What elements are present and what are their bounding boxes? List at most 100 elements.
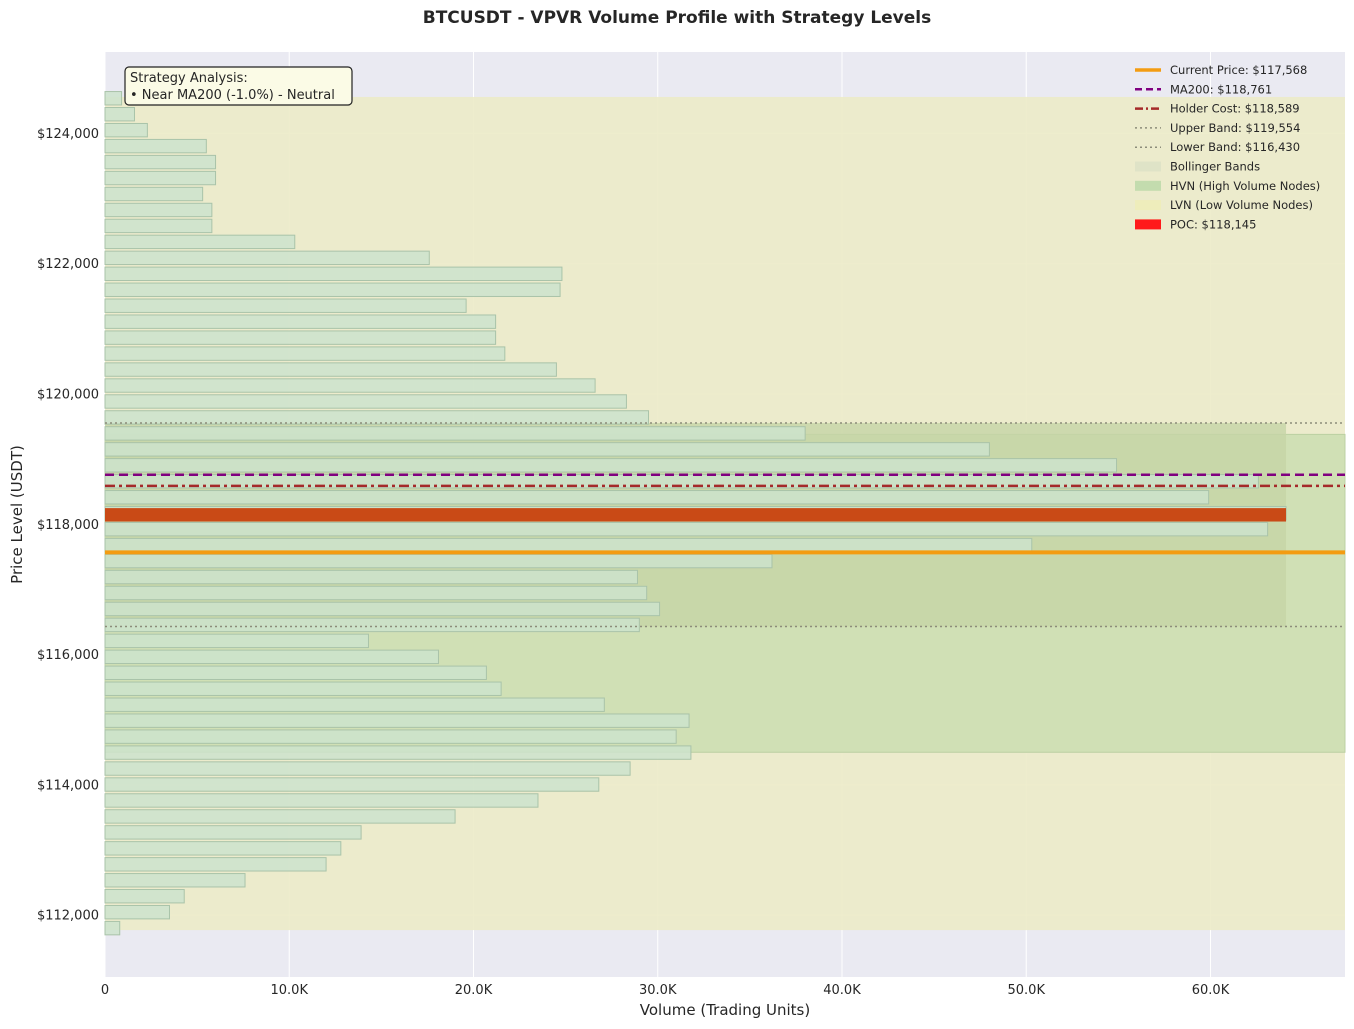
volume-bar [104,362,557,377]
volume-bar [104,745,692,760]
y-tick-label: $122,000 [37,257,99,272]
volume-bar [104,314,497,329]
legend-poc-swatch [1135,219,1161,230]
volume-bar [104,394,627,409]
volume-bar [104,841,342,856]
volume-bar [104,458,1118,473]
volume-bar [104,825,362,840]
annotation-line: • Near MA200 (-1.0%) - Neutral [130,88,335,103]
volume-bar [104,410,650,425]
volume-bar [104,346,506,361]
volume-bar [104,154,217,170]
volume-bar [104,681,502,696]
strategy-annotation: Strategy Analysis: • Near MA200 (-1.0%) … [124,66,353,106]
y-axis-label: Price Level (USDT) [8,445,26,584]
legend-lvn-label: LVN (Low Volume Nodes) [1170,198,1313,212]
volume-bar [104,298,467,313]
legend-current-price-label: Current Price: $117,568 [1170,63,1307,77]
volume-bar [104,378,596,393]
volume-bar [104,761,631,776]
volume-bar [104,777,600,792]
legend-bollinger-label: Bollinger Bands [1170,160,1260,174]
legend-poc-label: POC: $118,145 [1170,217,1256,231]
volume-bar [104,442,990,457]
volume-bar [104,107,135,122]
volume-bar [104,649,439,665]
legend-bollinger: Bollinger Bands [1135,160,1260,174]
axis-ticks: 0 10.0K 20.0K 30.0K 40.0K 50.0K 60.0K $112,000 $… [37,127,1230,998]
volume-bars [104,91,1287,936]
volume-bar [104,633,369,649]
volume-bar [104,729,677,744]
x-tick-label: 20.0K [455,983,493,998]
y-tick-label: $116,000 [37,648,99,663]
legend-lvn: LVN (Low Volume Nodes) [1135,198,1313,212]
legend-current-price: Current Price: $117,568 [1135,63,1307,77]
x-axis-label: Volume (Trading Units) [640,1001,810,1019]
volume-bar [104,330,497,345]
volume-bar [104,617,640,633]
volume-bar [104,920,121,936]
volume-bar [104,170,217,186]
volume-bar [104,91,123,106]
poc-bar [105,508,1287,522]
chart-title: BTCUSDT - VPVR Volume Profile with Strat… [422,8,932,28]
volume-bar [104,904,170,920]
volume-bar [104,713,690,728]
volume-bar [104,553,773,569]
x-tick-label: 30.0K [639,983,677,998]
legend-lower-band: Lower Band: $116,430 [1135,140,1300,154]
x-tick-label: 40.0K [823,983,861,998]
volume-bar [104,793,539,808]
y-tick-label: $112,000 [37,909,99,924]
legend-upper-band-label: Upper Band: $119,554 [1170,121,1300,135]
x-tick-label: 60.0K [1192,983,1230,998]
x-tick-label: 0 [101,983,109,998]
legend-ma200: MA200: $118,761 [1135,82,1272,96]
volume-bar [104,250,430,266]
volume-bar [104,569,638,585]
legend-poc: POC: $118,145 [1135,217,1256,231]
volume-bar [104,521,1269,537]
volume-bar [104,234,296,250]
volume-bar [104,282,561,297]
y-tick-label: $120,000 [37,387,99,402]
legend-hvn-label: HVN (High Volume Nodes) [1170,179,1320,193]
strategy-levels [105,422,1345,628]
volume-bar [104,490,1210,505]
y-tick-label: $114,000 [37,778,99,793]
legend-upper-band: Upper Band: $119,554 [1135,121,1300,135]
x-tick-label: 10.0K [271,983,309,998]
volume-bar [104,601,661,617]
volume-bar [104,138,207,154]
volume-bar [104,426,806,441]
legend-lvn-swatch [1135,200,1161,211]
volume-bar [104,122,148,138]
legend-hvn-swatch [1135,180,1161,191]
volume-bar [104,857,327,872]
volume-bar [104,218,213,234]
chart-legend: Current Price: $117,568 MA200: $118,761 Ho… [1135,63,1320,231]
legend-lower-band-label: Lower Band: $116,430 [1170,140,1300,154]
volume-bar [104,266,563,282]
volume-bar [104,585,648,601]
legend-holder-cost-label: Holder Cost: $118,589 [1170,102,1300,116]
legend-hvn: HVN (High Volume Nodes) [1135,179,1320,193]
volume-bar [104,873,246,888]
volume-bar [104,186,204,202]
volume-bar [104,809,456,824]
volume-bar [104,889,185,904]
volume-bar [104,537,1033,553]
annotation-box [124,66,353,106]
annotation-title: Strategy Analysis: [130,71,248,86]
legend-holder-cost: Holder Cost: $118,589 [1135,102,1300,116]
y-tick-label: $124,000 [37,127,99,142]
legend-ma200-label: MA200: $118,761 [1170,82,1272,96]
volume-bar [104,665,487,680]
legend-bollinger-swatch [1135,161,1161,172]
volume-bar [104,202,213,218]
x-tick-label: 50.0K [1008,983,1046,998]
y-tick-label: $118,000 [37,518,99,533]
volume-bar [104,697,605,712]
